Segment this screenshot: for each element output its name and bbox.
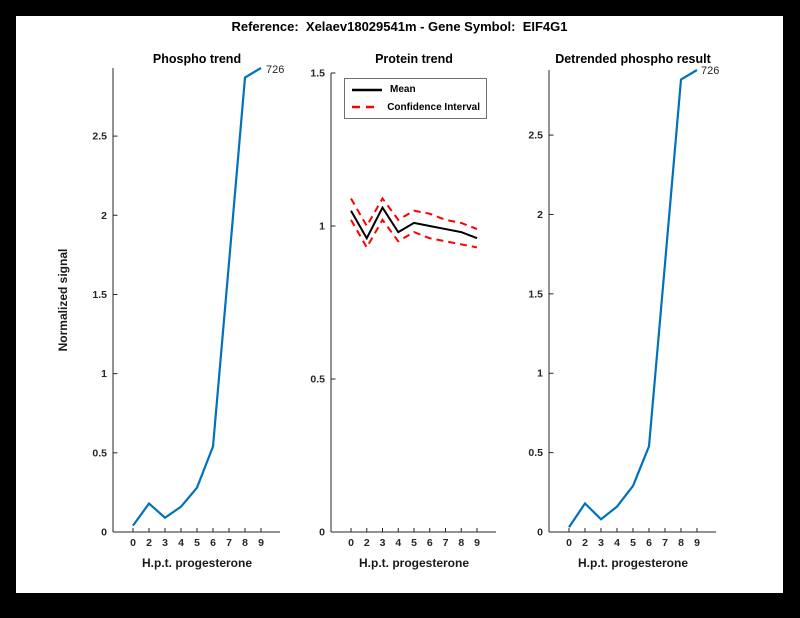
y-axis-label: Normalized signal <box>56 248 70 352</box>
legend-label-mean: Mean <box>390 84 416 96</box>
subplot3-peak-annotation: 726 <box>701 65 720 77</box>
mean-line-sample-icon <box>352 88 382 91</box>
legend-entry-mean: Mean <box>351 83 480 96</box>
subplot1-x-axis-label: H.p.t. progesterone <box>141 556 252 570</box>
confidence-interval-line-sample-icon <box>352 106 381 109</box>
figure-title: Reference: Xelaev18029541m - Gene Symbol… <box>231 19 568 34</box>
legend-entry-confidence-interval: Confidence Interval <box>351 101 480 114</box>
subplot1-peak-annotation: 726 <box>266 64 285 76</box>
subplot3-title: Detrended phospho result <box>555 52 711 66</box>
subplot1-title: Phospho trend <box>152 52 242 66</box>
legend: Mean Confidence Interval <box>344 78 487 119</box>
subplot2-title: Protein trend <box>375 52 453 66</box>
legend-label-confidence-interval: Confidence Interval <box>387 101 480 113</box>
subplot2-x-axis-label: H.p.t. progesterone <box>358 556 469 570</box>
subplot3-x-axis-label: H.p.t. progesterone <box>577 556 688 570</box>
